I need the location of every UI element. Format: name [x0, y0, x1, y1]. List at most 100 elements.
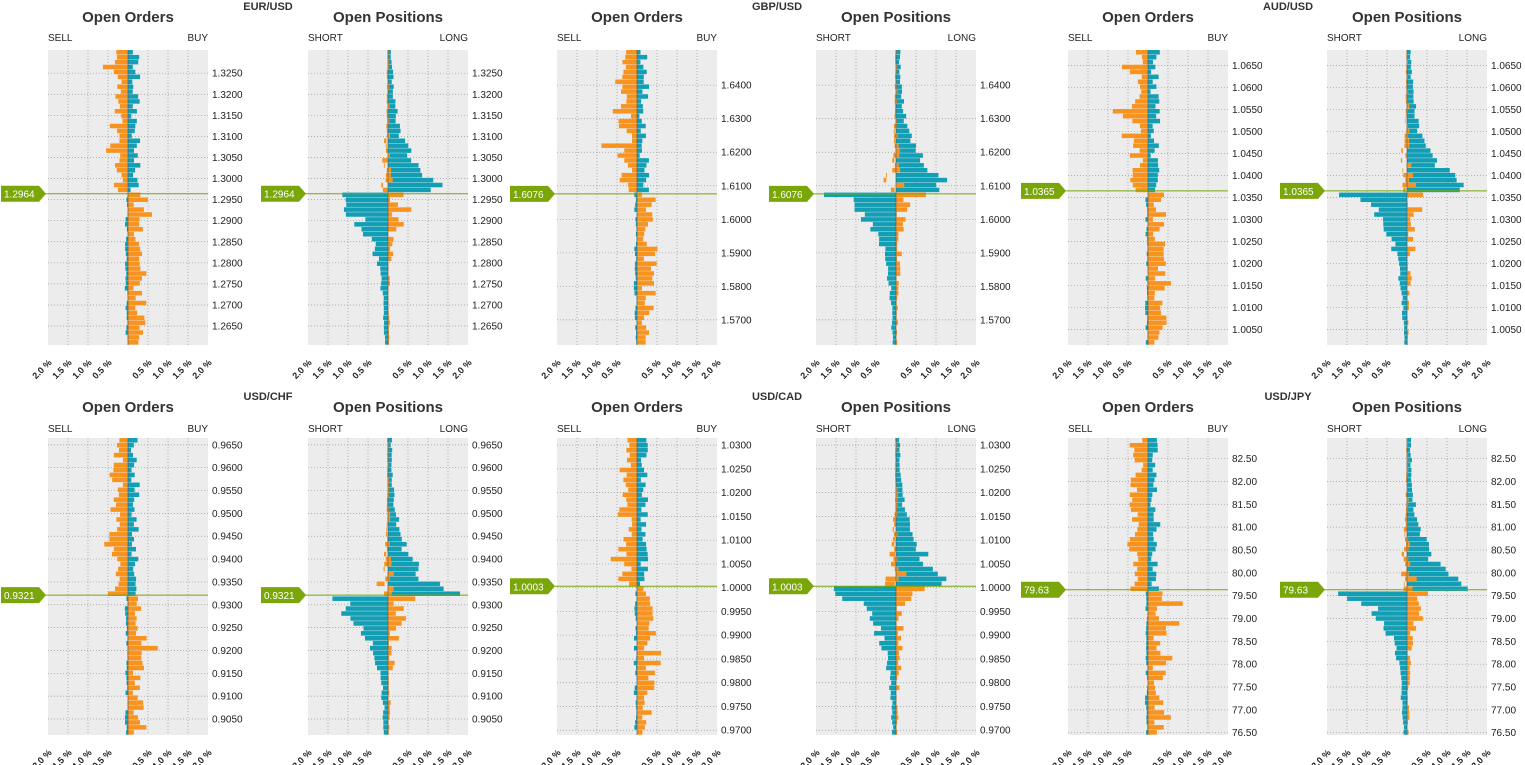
bar: [387, 586, 394, 592]
bar: [892, 330, 896, 335]
bar: [1130, 177, 1148, 183]
bar: [1148, 295, 1155, 301]
y-tick-label: 1.5800: [980, 282, 1011, 293]
bar: [388, 310, 389, 316]
bar: [637, 143, 642, 148]
bar: [381, 680, 388, 686]
bar: [376, 665, 388, 671]
bar: [388, 541, 407, 547]
bar: [1403, 725, 1407, 730]
bar: [387, 477, 390, 483]
bar: [126, 197, 128, 203]
bar: [128, 695, 138, 700]
bar: [109, 472, 128, 478]
bar: [896, 104, 902, 109]
y-tick-label: 1.3000: [472, 174, 503, 185]
y-tick-label: 0.9150: [212, 669, 243, 680]
bar: [386, 502, 389, 507]
bar: [128, 571, 135, 577]
bar: [894, 104, 896, 109]
bar: [892, 517, 896, 522]
bar: [1402, 182, 1416, 188]
x-tick-label: 0.5 %: [350, 748, 373, 765]
bar: [1407, 576, 1459, 582]
bar: [637, 645, 645, 651]
bar: [126, 626, 128, 631]
bar: [128, 335, 140, 340]
bar: [388, 59, 392, 65]
bar: [1407, 261, 1408, 266]
bar: [1406, 104, 1410, 109]
bar: [1148, 109, 1160, 114]
bar: [637, 532, 646, 537]
bar: [619, 177, 637, 183]
y-tick-label: 76.50: [1491, 728, 1516, 739]
bar: [633, 645, 637, 651]
bar: [618, 576, 637, 582]
bar: [1371, 611, 1407, 616]
bar: [128, 315, 145, 321]
bar: [637, 192, 642, 198]
bar: [1407, 660, 1411, 666]
bar: [637, 497, 648, 502]
bar: [1132, 168, 1148, 173]
bar: [1407, 217, 1411, 222]
bar: [388, 109, 398, 114]
bar: [386, 94, 389, 99]
bar: [387, 467, 389, 473]
bar: [874, 631, 896, 636]
y-tick-label: 1.2900: [472, 216, 503, 227]
bar: [637, 462, 642, 468]
bar: [1407, 94, 1414, 99]
bar: [637, 616, 654, 621]
bar: [128, 54, 140, 60]
bar: [1133, 452, 1148, 458]
bar: [128, 601, 137, 606]
bar: [388, 153, 408, 158]
bar: [128, 227, 143, 232]
bar: [1407, 227, 1415, 232]
current-price-value: 1.0365: [1024, 187, 1055, 198]
bar: [888, 655, 896, 661]
bar: [637, 315, 645, 321]
bar: [122, 118, 128, 124]
bar: [1133, 138, 1148, 144]
bar: [636, 715, 637, 720]
bar: [1378, 606, 1407, 611]
y-tick-label: 1.0350: [1232, 193, 1263, 204]
x-tick-label: 0.5 %: [858, 748, 881, 765]
bar: [1407, 507, 1414, 512]
y-tick-label: 1.0200: [1491, 259, 1522, 270]
bar: [1407, 621, 1414, 626]
bar: [388, 631, 390, 636]
y-tick-label: 1.2750: [212, 279, 243, 290]
bar: [374, 655, 388, 661]
bar: [125, 631, 128, 636]
bar: [637, 133, 646, 139]
bar: [637, 715, 643, 720]
bar: [1406, 467, 1409, 473]
bar: [128, 650, 142, 656]
bar: [637, 576, 645, 582]
bar: [1148, 153, 1151, 158]
side-label-left: SELL: [557, 424, 582, 435]
bar: [1148, 310, 1162, 316]
bar: [388, 477, 392, 483]
bar: [1403, 305, 1407, 311]
bar: [128, 261, 140, 266]
bar: [388, 163, 419, 168]
bar: [128, 512, 132, 517]
bar: [1148, 715, 1171, 720]
bar: [124, 715, 128, 720]
bar: [637, 571, 645, 577]
bar: [630, 462, 637, 468]
bar: [128, 266, 141, 271]
bar: [1148, 143, 1159, 148]
y-tick-label: 1.0450: [1491, 149, 1522, 160]
y-tick-label: 1.0300: [721, 441, 752, 452]
bar: [128, 502, 133, 507]
side-label-right: LONG: [440, 33, 469, 44]
bar: [637, 581, 641, 587]
bar: [385, 556, 391, 562]
